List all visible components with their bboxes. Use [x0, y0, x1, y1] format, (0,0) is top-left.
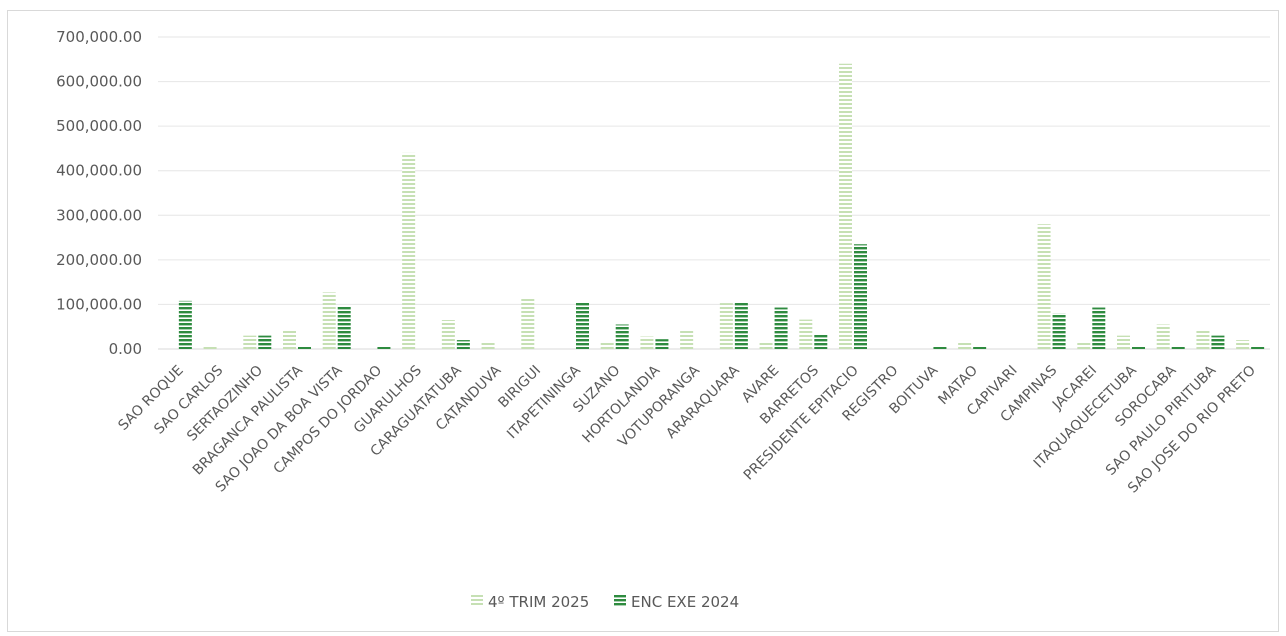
bar-enc-exe-2024: [1132, 346, 1145, 349]
bar-chart: 0.00 100,000.00 200,000.00 300,000.00 400,00…: [56, 28, 1270, 611]
bar-enc-exe-2024: [377, 346, 391, 349]
y-tick-label: 500,000.00: [56, 117, 142, 135]
bar-trim-2025: [203, 346, 217, 349]
bar-trim-2025: [1037, 224, 1051, 349]
bar-enc-exe-2024: [655, 339, 669, 349]
bar-trim-2025: [322, 292, 336, 349]
legend-swatch: [614, 595, 626, 607]
bar-trim-2025: [600, 342, 614, 349]
bar-trim-2025: [441, 320, 455, 349]
bar-enc-exe-2024: [1052, 313, 1066, 349]
bar-trim-2025: [839, 63, 852, 349]
y-tick-label: 400,000.00: [56, 162, 142, 180]
bar-enc-exe-2024: [1171, 346, 1185, 349]
bar-enc-exe-2024: [814, 334, 828, 349]
bar-enc-exe-2024: [1211, 335, 1225, 349]
bar-enc-exe-2024: [973, 346, 987, 349]
bar-trim-2025: [1236, 340, 1250, 349]
bar-enc-exe-2024: [1251, 346, 1265, 349]
y-tick-label: 600,000.00: [56, 73, 142, 91]
bar-enc-exe-2024: [933, 346, 947, 349]
bar-enc-exe-2024: [298, 346, 311, 349]
x-tick-label: SAO CARLOS: [151, 362, 226, 437]
y-tick-label: 100,000.00: [56, 295, 142, 313]
chart-area: 0.00 100,000.00 200,000.00 300,000.00 400,00…: [7, 10, 1279, 632]
bar-enc-exe-2024: [1092, 307, 1106, 349]
bar-enc-exe-2024: [576, 302, 589, 349]
y-tick-label: 700,000.00: [56, 28, 142, 46]
bar-trim-2025: [799, 319, 813, 349]
bar-enc-exe-2024: [258, 335, 272, 349]
bar-trim-2025: [759, 340, 773, 349]
bar-trim-2025: [283, 330, 296, 349]
legend-label: 4º TRIM 2025: [488, 593, 589, 611]
bar-enc-exe-2024: [178, 300, 192, 349]
bar-enc-exe-2024: [854, 244, 867, 349]
y-tick-label: 200,000.00: [56, 251, 142, 269]
bar-enc-exe-2024: [734, 302, 748, 349]
bar-trim-2025: [1077, 340, 1091, 349]
bar-trim-2025: [1117, 335, 1130, 349]
y-tick-label: 0.00: [109, 340, 142, 358]
legend: 4º TRIM 2025 ENC EXE 2024: [471, 593, 739, 611]
bar-trim-2025: [481, 340, 495, 349]
bar-enc-exe-2024: [615, 324, 629, 349]
bar-trim-2025: [640, 336, 654, 349]
x-tick-label: ARARAQUARA: [663, 362, 743, 442]
bar-trim-2025: [521, 298, 535, 349]
y-tick-label: 300,000.00: [56, 206, 142, 224]
chart-title-strip: [140, 0, 660, 8]
bar-enc-exe-2024: [456, 340, 470, 349]
gridlines: [158, 36, 1270, 350]
bar-trim-2025: [958, 340, 972, 349]
bar-trim-2025: [402, 152, 416, 349]
y-axis: 0.00 100,000.00 200,000.00 300,000.00 400,00…: [56, 28, 142, 358]
legend-swatch: [471, 595, 483, 607]
bar-enc-exe-2024: [337, 306, 351, 349]
bar-enc-exe-2024: [774, 307, 788, 349]
bar-trim-2025: [1196, 330, 1210, 349]
bar-trim-2025: [1156, 324, 1170, 349]
legend-label: ENC EXE 2024: [631, 593, 739, 611]
bar-trim-2025: [719, 303, 733, 349]
bar-trim-2025: [243, 335, 257, 349]
bar-trim-2025: [680, 330, 694, 349]
bars: [178, 63, 1265, 349]
